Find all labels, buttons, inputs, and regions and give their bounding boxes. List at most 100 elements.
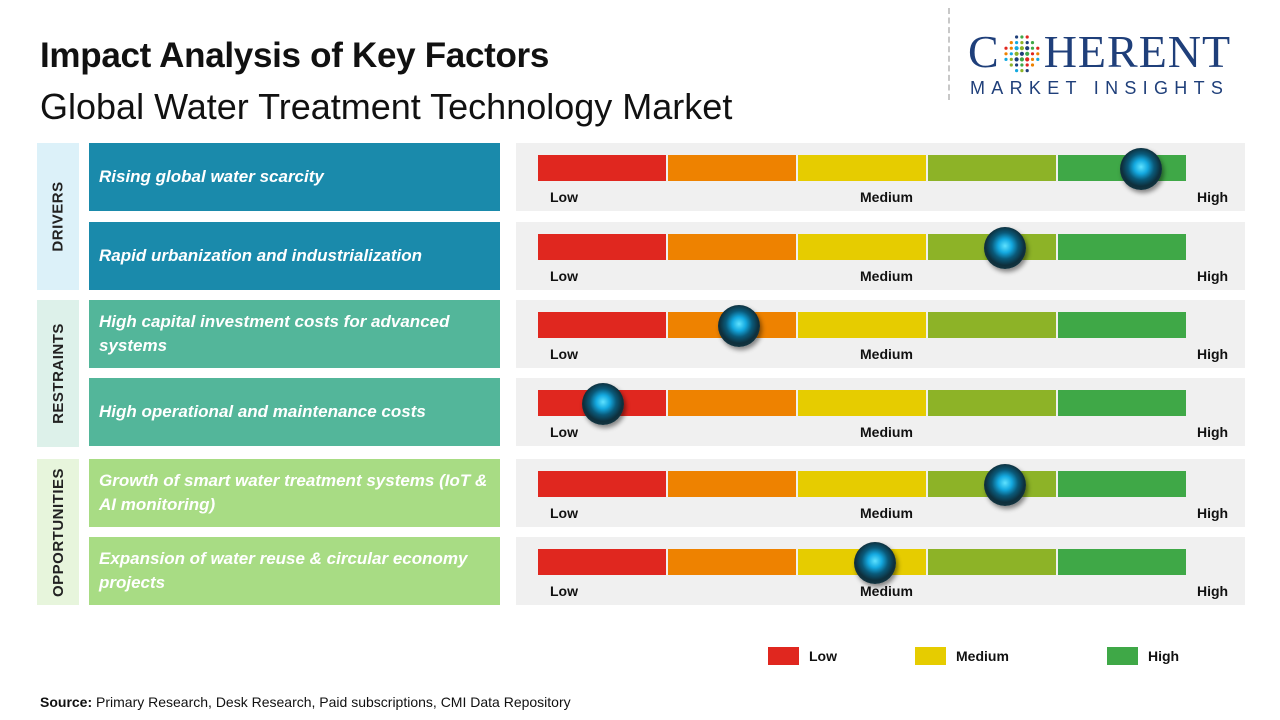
- logo-dot: [1024, 57, 1029, 62]
- logo-dot: [1019, 46, 1024, 51]
- logo-dot: [1019, 69, 1024, 73]
- scale-segment: [1058, 549, 1186, 575]
- impact-track: Low Medium High: [516, 222, 1245, 290]
- logo-dot: [1014, 46, 1019, 51]
- logo-dot: [1030, 41, 1034, 45]
- scale-segment: [798, 234, 926, 260]
- legend-high: High: [1107, 647, 1179, 665]
- impact-marker: [983, 464, 1026, 506]
- logo-dot: [1024, 51, 1029, 56]
- scale-label-high: High: [1197, 505, 1229, 521]
- scale-label-high: High: [1197, 268, 1229, 284]
- scale-segment: [1058, 471, 1186, 497]
- impact-marker: [717, 305, 760, 347]
- impact-marker: [581, 383, 624, 425]
- logo-dot: [1014, 63, 1018, 67]
- legend-high-label: High: [1148, 648, 1180, 664]
- logo-dot: [1009, 63, 1013, 67]
- source-text: Primary Research, Desk Research, Paid su…: [92, 694, 571, 710]
- impact-marker: [853, 542, 896, 584]
- logo-dot: [1014, 57, 1019, 62]
- scale-segment: [798, 390, 926, 416]
- logo-dot: [1035, 46, 1040, 50]
- logo-dot: [1019, 63, 1024, 67]
- scale-label-medium: Medium: [860, 268, 913, 284]
- scale-segment: [928, 549, 1056, 575]
- factor-label: High operational and maintenance costs: [89, 378, 500, 446]
- scale-segment: [538, 234, 666, 260]
- logo-dot: [1030, 52, 1034, 56]
- scale-segment: [798, 155, 926, 181]
- scale-segment: [1058, 312, 1186, 338]
- logo-dot: [1014, 51, 1019, 56]
- scale-label-low: Low: [550, 424, 578, 440]
- logo-dot: [1035, 57, 1040, 61]
- scale-segment: [928, 312, 1056, 338]
- scale-segment: [668, 390, 796, 416]
- logo-tagline: MARKET INSIGHTS: [970, 78, 1230, 98]
- logo-dot: [1025, 63, 1029, 67]
- scale-segment: [1058, 234, 1186, 260]
- logo-word-rest: HERENT: [1043, 26, 1232, 77]
- scale-segment: [928, 155, 1056, 181]
- logo-dot: [1035, 52, 1040, 56]
- category-restraints: RESTRAINTS: [37, 300, 79, 447]
- scale-label-medium: Medium: [860, 346, 913, 362]
- scale-label-high: High: [1197, 583, 1229, 599]
- logo-dot: [1014, 41, 1018, 45]
- scale-segment: [538, 549, 666, 575]
- scale-segment: [538, 155, 666, 181]
- source-label: Source:: [40, 694, 93, 710]
- scale-label-medium: Medium: [860, 189, 913, 205]
- scale-label-low: Low: [550, 505, 578, 521]
- company-logo: C HERENT MARKET INSIGHTS: [968, 28, 1260, 100]
- source-note: Source: Primary Research, Desk Research,…: [40, 694, 571, 710]
- logo-dot: [1025, 35, 1029, 39]
- scale-label-high: High: [1197, 189, 1229, 205]
- logo-dot: [1019, 51, 1024, 56]
- logo-dot: [1009, 46, 1013, 50]
- logo-dot: [1030, 46, 1034, 50]
- logo-dot: [1025, 41, 1029, 45]
- scale-segment: [668, 549, 796, 575]
- logo-dot: [1019, 41, 1024, 45]
- logo-dot: [1030, 63, 1034, 67]
- category-label: RESTRAINTS: [49, 323, 67, 424]
- impact-track: Low Medium High: [516, 537, 1245, 605]
- page-subtitle: Global Water Treatment Technology Market: [40, 86, 733, 127]
- scale-segment: [668, 155, 796, 181]
- logo-dot: [1009, 52, 1013, 56]
- legend-low-swatch: [768, 647, 799, 665]
- logo-dot: [1004, 52, 1008, 56]
- scale-label-low: Low: [550, 189, 578, 205]
- factor-label: Growth of smart water treatment systems …: [89, 459, 500, 527]
- scale-label-low: Low: [550, 268, 578, 284]
- legend-high-swatch: [1107, 647, 1138, 665]
- logo-dot: [1009, 41, 1013, 45]
- scale-segment: [798, 312, 926, 338]
- legend-medium-swatch: [915, 647, 946, 665]
- scale-label-medium: Medium: [860, 424, 913, 440]
- impact-scale-bar: [538, 390, 1186, 416]
- logo-dot: [1004, 46, 1008, 50]
- impact-track: Low Medium High: [516, 143, 1245, 211]
- logo-dot: [1019, 35, 1024, 39]
- logo-dot: [1004, 57, 1008, 61]
- legend-medium-label: Medium: [956, 648, 1009, 664]
- category-drivers: DRIVERS: [37, 143, 79, 290]
- impact-scale-bar: [538, 155, 1186, 181]
- logo-dot-globe-icon: [1004, 35, 1040, 73]
- scale-label-medium: Medium: [860, 505, 913, 521]
- impact-scale-bar: [538, 234, 1186, 260]
- factor-label: Expansion of water reuse & circular econ…: [89, 537, 500, 605]
- scale-segment: [538, 471, 666, 497]
- impact-track: Low Medium High: [516, 300, 1245, 368]
- factor-label: High capital investment costs for advanc…: [89, 300, 500, 368]
- logo-dot: [1024, 46, 1029, 51]
- scale-segment: [668, 471, 796, 497]
- scale-segment: [1058, 390, 1186, 416]
- impact-track: Low Medium High: [516, 459, 1245, 527]
- impact-marker: [1119, 148, 1162, 190]
- scale-segment: [668, 234, 796, 260]
- scale-segment: [798, 471, 926, 497]
